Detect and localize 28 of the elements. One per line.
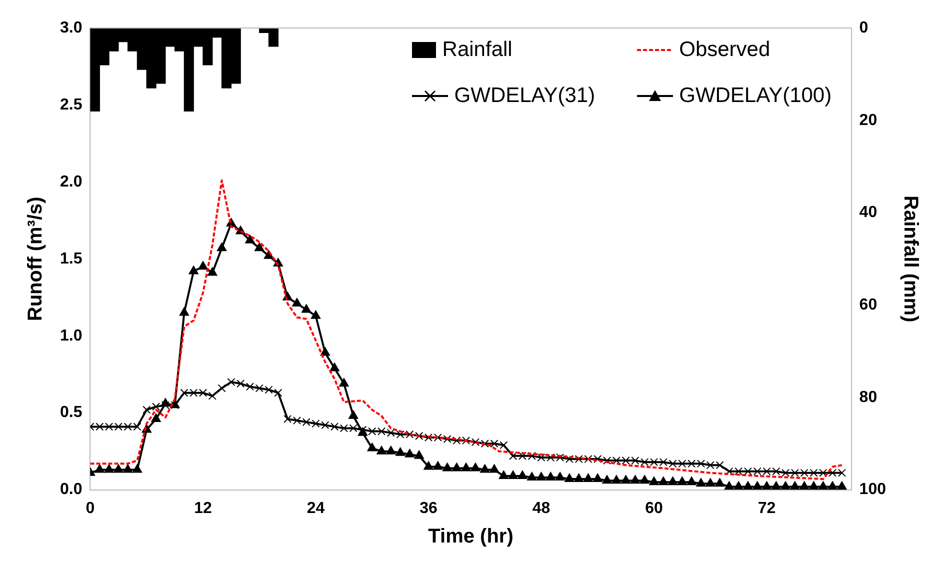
x-tick-label: 36 bbox=[420, 500, 438, 517]
legend-label: GWDELAY(31) bbox=[454, 84, 596, 108]
y2-axis-title: Rainfall (mm) bbox=[899, 196, 922, 322]
y2-tick-label: 60 bbox=[859, 296, 878, 314]
y-tick-label: 2.5 bbox=[60, 96, 82, 114]
legend-label: GWDELAY(100) bbox=[679, 84, 832, 108]
x-tick-label: 24 bbox=[306, 500, 325, 517]
x-axis-title: Time (hr) bbox=[428, 526, 514, 548]
x-tick-label: 0 bbox=[86, 500, 95, 517]
legend-label: Rainfall bbox=[442, 38, 512, 62]
y-tick-label: 3.0 bbox=[60, 19, 82, 36]
y-tick-label: 0.0 bbox=[60, 481, 82, 498]
y-tick-label: 1.0 bbox=[60, 327, 82, 344]
x-tick-label: 72 bbox=[758, 500, 776, 517]
x-tick-label: 48 bbox=[532, 500, 550, 517]
y2-tick-label: 40 bbox=[859, 204, 878, 222]
y-tick-label: 2.0 bbox=[60, 173, 82, 190]
x-tick-label: 60 bbox=[645, 500, 663, 517]
legend-label: Observed bbox=[679, 38, 770, 62]
y2-tick-label: 20 bbox=[859, 112, 878, 129]
y-tick-label: 1.5 bbox=[60, 250, 82, 268]
y2-tick-label: 80 bbox=[859, 388, 878, 406]
y-axis-title: Runoff (m³/s) bbox=[24, 196, 47, 322]
line-series bbox=[90, 179, 843, 480]
y2-tick-label: 100 bbox=[859, 481, 886, 498]
y2-tick-label: 0 bbox=[859, 19, 868, 36]
y-tick-label: 0.5 bbox=[60, 404, 82, 422]
x-tick-label: 12 bbox=[194, 500, 212, 517]
